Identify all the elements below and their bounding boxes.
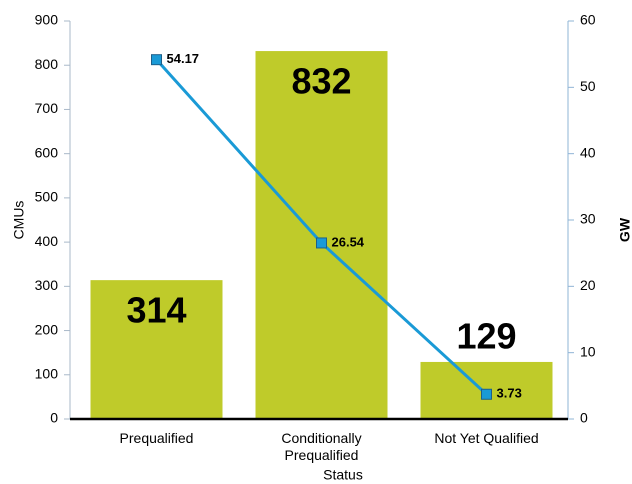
y2-tick-label: 10 [580, 343, 596, 359]
y2-tick-label: 60 [580, 12, 596, 28]
line-marker [481, 388, 492, 400]
x-tick-label: Not Yet Qualified [434, 430, 539, 446]
y2-tick-label: 30 [580, 211, 596, 227]
line-value-label: 26.54 [332, 234, 365, 249]
y-tick-label: 300 [35, 277, 59, 293]
y-tick-label: 0 [50, 410, 58, 426]
line-value-label: 3.73 [497, 386, 522, 401]
y2-tick-label: 50 [580, 78, 596, 94]
y-tick-label: 100 [35, 365, 59, 381]
y2-tick-label: 40 [580, 144, 596, 160]
y2-axis-label: GW [617, 217, 632, 242]
y2-tick-label: 20 [580, 277, 596, 293]
bar [255, 51, 388, 420]
y2-tick-label: 0 [580, 410, 588, 426]
bar [90, 280, 223, 419]
line-value-label: 54.17 [167, 51, 200, 66]
y-tick-label: 700 [35, 100, 59, 116]
y-tick-label: 800 [35, 56, 59, 72]
bar-value-label: 129 [456, 315, 516, 356]
y-tick-label: 600 [35, 144, 59, 160]
line-marker [316, 237, 327, 249]
y-tick-label: 900 [35, 12, 59, 28]
bar-value-label: 314 [126, 290, 186, 331]
x-tick-label: Conditionally Prequalified [281, 430, 362, 463]
y-tick-label: 500 [35, 189, 59, 205]
line-marker [151, 54, 162, 66]
bar-value-label: 832 [291, 61, 351, 102]
x-axis-label: Status [323, 467, 363, 483]
y-tick-label: 400 [35, 233, 59, 249]
y-tick-label: 200 [35, 321, 59, 337]
y-axis-label: CMUs [11, 201, 27, 240]
x-tick-label: Prequalified [119, 430, 194, 446]
